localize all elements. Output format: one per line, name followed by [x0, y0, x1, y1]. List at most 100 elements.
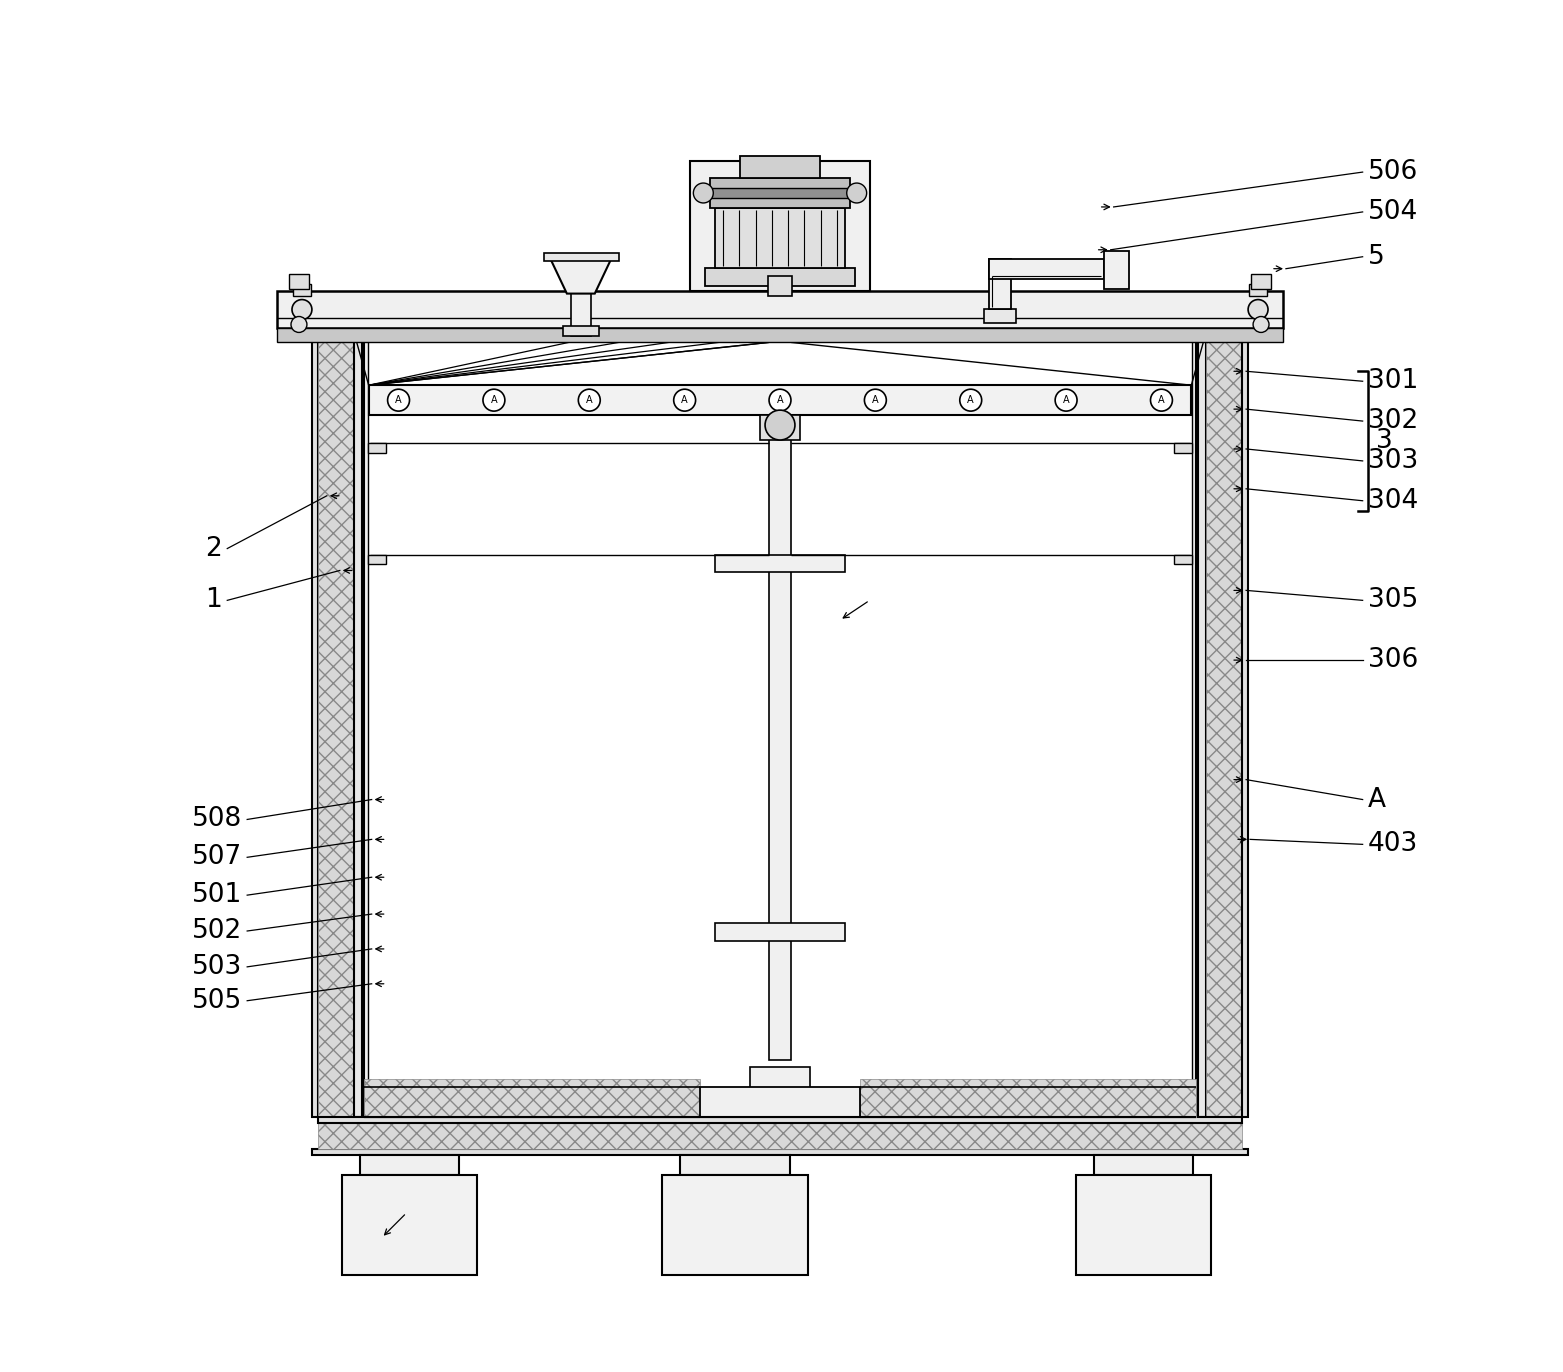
Bar [342, 1174, 477, 1275]
Bar [277, 291, 1283, 328]
Bar [1075, 1174, 1211, 1275]
Bar [663, 1174, 808, 1275]
Bar [1103, 251, 1128, 288]
Circle shape [1055, 390, 1077, 412]
Bar [364, 1080, 700, 1117]
Text: 3: 3 [1375, 428, 1393, 454]
Text: 2: 2 [205, 535, 222, 561]
Bar [359, 1155, 460, 1174]
Bar [313, 324, 317, 1117]
Bar [563, 327, 599, 336]
Bar [769, 416, 791, 1061]
Text: 5: 5 [1368, 244, 1385, 270]
Bar [710, 188, 850, 198]
Text: A: A [491, 395, 497, 405]
Circle shape [1150, 390, 1172, 412]
Bar [760, 416, 800, 440]
Bar [1174, 314, 1193, 324]
Circle shape [864, 390, 886, 412]
Text: 501: 501 [192, 882, 242, 908]
Bar [1250, 273, 1271, 288]
Bar [1243, 324, 1249, 1117]
Bar [716, 923, 844, 941]
Bar [364, 1088, 700, 1117]
Bar [367, 314, 386, 324]
Circle shape [578, 390, 600, 412]
Text: 503: 503 [192, 954, 242, 980]
Text: A: A [1368, 786, 1386, 812]
Bar [710, 178, 850, 209]
Text: A: A [1158, 395, 1164, 405]
Text: 306: 306 [1368, 648, 1418, 674]
Bar [989, 259, 1103, 279]
Bar [1249, 284, 1268, 295]
Bar [1174, 443, 1193, 453]
Text: A: A [967, 395, 974, 405]
Circle shape [960, 390, 982, 412]
Text: 403: 403 [1368, 831, 1418, 858]
Bar [691, 161, 869, 291]
Text: 502: 502 [192, 918, 242, 944]
Text: A: A [586, 395, 592, 405]
Bar [767, 276, 792, 295]
Bar [369, 386, 1191, 416]
Bar [317, 324, 353, 1117]
Bar [1207, 324, 1243, 1117]
Text: 303: 303 [1368, 447, 1418, 473]
Circle shape [769, 390, 791, 412]
Text: A: A [681, 395, 688, 405]
Bar [313, 1150, 1249, 1155]
Text: 302: 302 [1368, 407, 1418, 434]
Bar [1094, 1155, 1193, 1174]
Text: A: A [1063, 395, 1069, 405]
Text: 305: 305 [1368, 587, 1418, 613]
Bar [367, 554, 386, 564]
Circle shape [847, 182, 866, 203]
Polygon shape [549, 255, 613, 294]
Circle shape [292, 299, 313, 320]
Bar [367, 443, 386, 453]
Circle shape [1249, 299, 1268, 320]
Circle shape [764, 410, 796, 440]
Text: A: A [395, 395, 402, 405]
Bar [361, 324, 367, 1117]
Text: A: A [872, 395, 878, 405]
Circle shape [291, 317, 306, 332]
Bar [1193, 324, 1199, 1117]
Bar [1174, 554, 1193, 564]
Text: 507: 507 [192, 844, 242, 870]
Circle shape [1254, 317, 1269, 332]
Bar [860, 1088, 1196, 1117]
Bar [860, 1080, 1196, 1117]
Bar [317, 1124, 1243, 1150]
Text: 504: 504 [1368, 199, 1418, 225]
Bar [989, 259, 1011, 309]
Text: 304: 304 [1368, 488, 1418, 513]
Bar [700, 1088, 860, 1117]
Bar [353, 324, 361, 1117]
Text: A: A [777, 395, 783, 405]
Bar [705, 268, 855, 285]
Bar [277, 328, 1283, 343]
Bar [985, 309, 1016, 324]
Bar [289, 273, 309, 288]
Bar [680, 1155, 789, 1174]
Bar [741, 156, 821, 178]
Bar [544, 252, 619, 261]
Circle shape [694, 182, 713, 203]
Text: 505: 505 [192, 988, 242, 1014]
Bar [1199, 324, 1207, 1117]
Bar [716, 554, 844, 572]
Bar [317, 1117, 1243, 1124]
Text: 508: 508 [192, 807, 242, 833]
Text: 301: 301 [1368, 368, 1418, 394]
Circle shape [674, 390, 696, 412]
Bar [292, 284, 311, 295]
Circle shape [483, 390, 505, 412]
Bar [750, 1067, 810, 1117]
Text: 506: 506 [1368, 159, 1418, 185]
Text: 1: 1 [205, 587, 222, 613]
Circle shape [388, 390, 410, 412]
Bar [570, 284, 591, 336]
Bar [716, 209, 844, 268]
